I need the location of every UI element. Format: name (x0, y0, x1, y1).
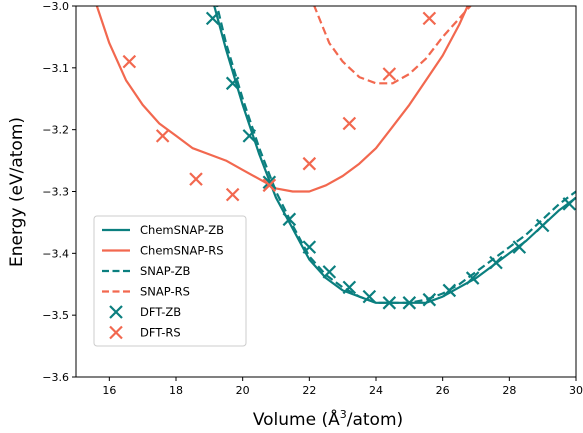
dft-zb-point (242, 129, 257, 143)
legend-item-snap-zb: SNAP-ZB (102, 264, 190, 278)
x-axis-label-superscript: 3 (340, 408, 347, 421)
x-axis: 16 18 20 22 24 26 28 30 (102, 377, 583, 397)
y-tick-label: −3.5 (42, 309, 69, 322)
y-tick-label: −3.6 (42, 371, 69, 384)
dft-rs-point (262, 178, 277, 193)
x-tick-label: 20 (236, 384, 250, 397)
dft-rs-point (382, 67, 397, 81)
x-tick-label: 28 (502, 384, 516, 397)
dft-zb-point (465, 271, 480, 285)
x-tick-label: 24 (369, 384, 383, 397)
legend-label: SNAP-RS (140, 285, 190, 299)
legend-item-dft-rs: DFT-RS (109, 325, 181, 340)
dft-rs-point (225, 187, 240, 202)
dft-zb-point (562, 197, 576, 211)
dft-zb-point (362, 289, 377, 304)
dft-zb-point (535, 218, 550, 233)
dft-zb-point (302, 240, 317, 254)
x-tick-label: 22 (302, 384, 316, 397)
chemsnap-rs-line (95, 6, 469, 193)
y-axis-label: Energy (eV/atom) (7, 117, 27, 267)
legend-swatch (109, 305, 123, 319)
dft-zb-point (322, 265, 337, 279)
x-axis-label: Volume (Å3/atom) (253, 408, 403, 430)
dft-zb-point (402, 296, 417, 310)
legend-box (93, 215, 247, 347)
legend-swatch (109, 325, 123, 340)
dft-zb-point (442, 283, 457, 298)
dft-zb-point (282, 212, 297, 227)
legend-item-dft-zb: DFT-ZB (109, 305, 181, 319)
dft-zb-point (422, 292, 437, 307)
dft-rs-point (122, 54, 137, 69)
y-tick-label: −3.2 (42, 124, 69, 137)
legend-label: DFT-ZB (140, 305, 181, 319)
dft-rs-point (302, 156, 317, 171)
legend-label: ChemSNAP-RS (140, 244, 224, 258)
legend-item-snap-rs: SNAP-RS (102, 285, 190, 299)
y-tick-label: −3.0 (42, 0, 69, 13)
x-tick-label: 16 (102, 384, 116, 397)
legend-label: DFT-RS (140, 326, 181, 340)
snap-rs-line (313, 6, 472, 85)
dft-rs-point (189, 172, 203, 186)
dft-zb-point (382, 296, 397, 310)
x-tick-label: 18 (169, 384, 183, 397)
data-layer (95, 6, 576, 310)
y-tick-label: −3.3 (42, 186, 69, 199)
y-axis: −3.6 −3.5 −3.4 −3.3 −3.2 −3.1 −3.0 (42, 0, 76, 384)
dft-rs-point (342, 116, 357, 131)
legend-item-chemsnap-zb: ChemSNAP-ZB (102, 223, 224, 237)
legend-label: SNAP-ZB (140, 264, 190, 278)
x-tick-label: 30 (569, 384, 583, 397)
dft-zb-point (342, 280, 357, 295)
snap-zb-line (215, 6, 576, 304)
y-tick-label: −3.4 (42, 247, 69, 260)
y-tick-label: −3.1 (42, 62, 69, 75)
dft-rs-point (155, 129, 170, 143)
legend-item-chemsnap-rs: ChemSNAP-RS (102, 244, 224, 258)
dft-zb-point (489, 255, 503, 270)
dft-zb-point (512, 240, 527, 254)
legend-label: ChemSNAP-ZB (140, 223, 224, 237)
x-tick-label: 26 (436, 384, 450, 397)
dft-zb-point (205, 11, 220, 26)
legend: ChemSNAP-ZB ChemSNAP-RS SNAP-ZB SNAP-RS DFT-… (93, 215, 247, 347)
dft-zb-point (225, 76, 240, 91)
dft-zb-point (262, 175, 277, 190)
dft-rs-point (422, 11, 437, 26)
